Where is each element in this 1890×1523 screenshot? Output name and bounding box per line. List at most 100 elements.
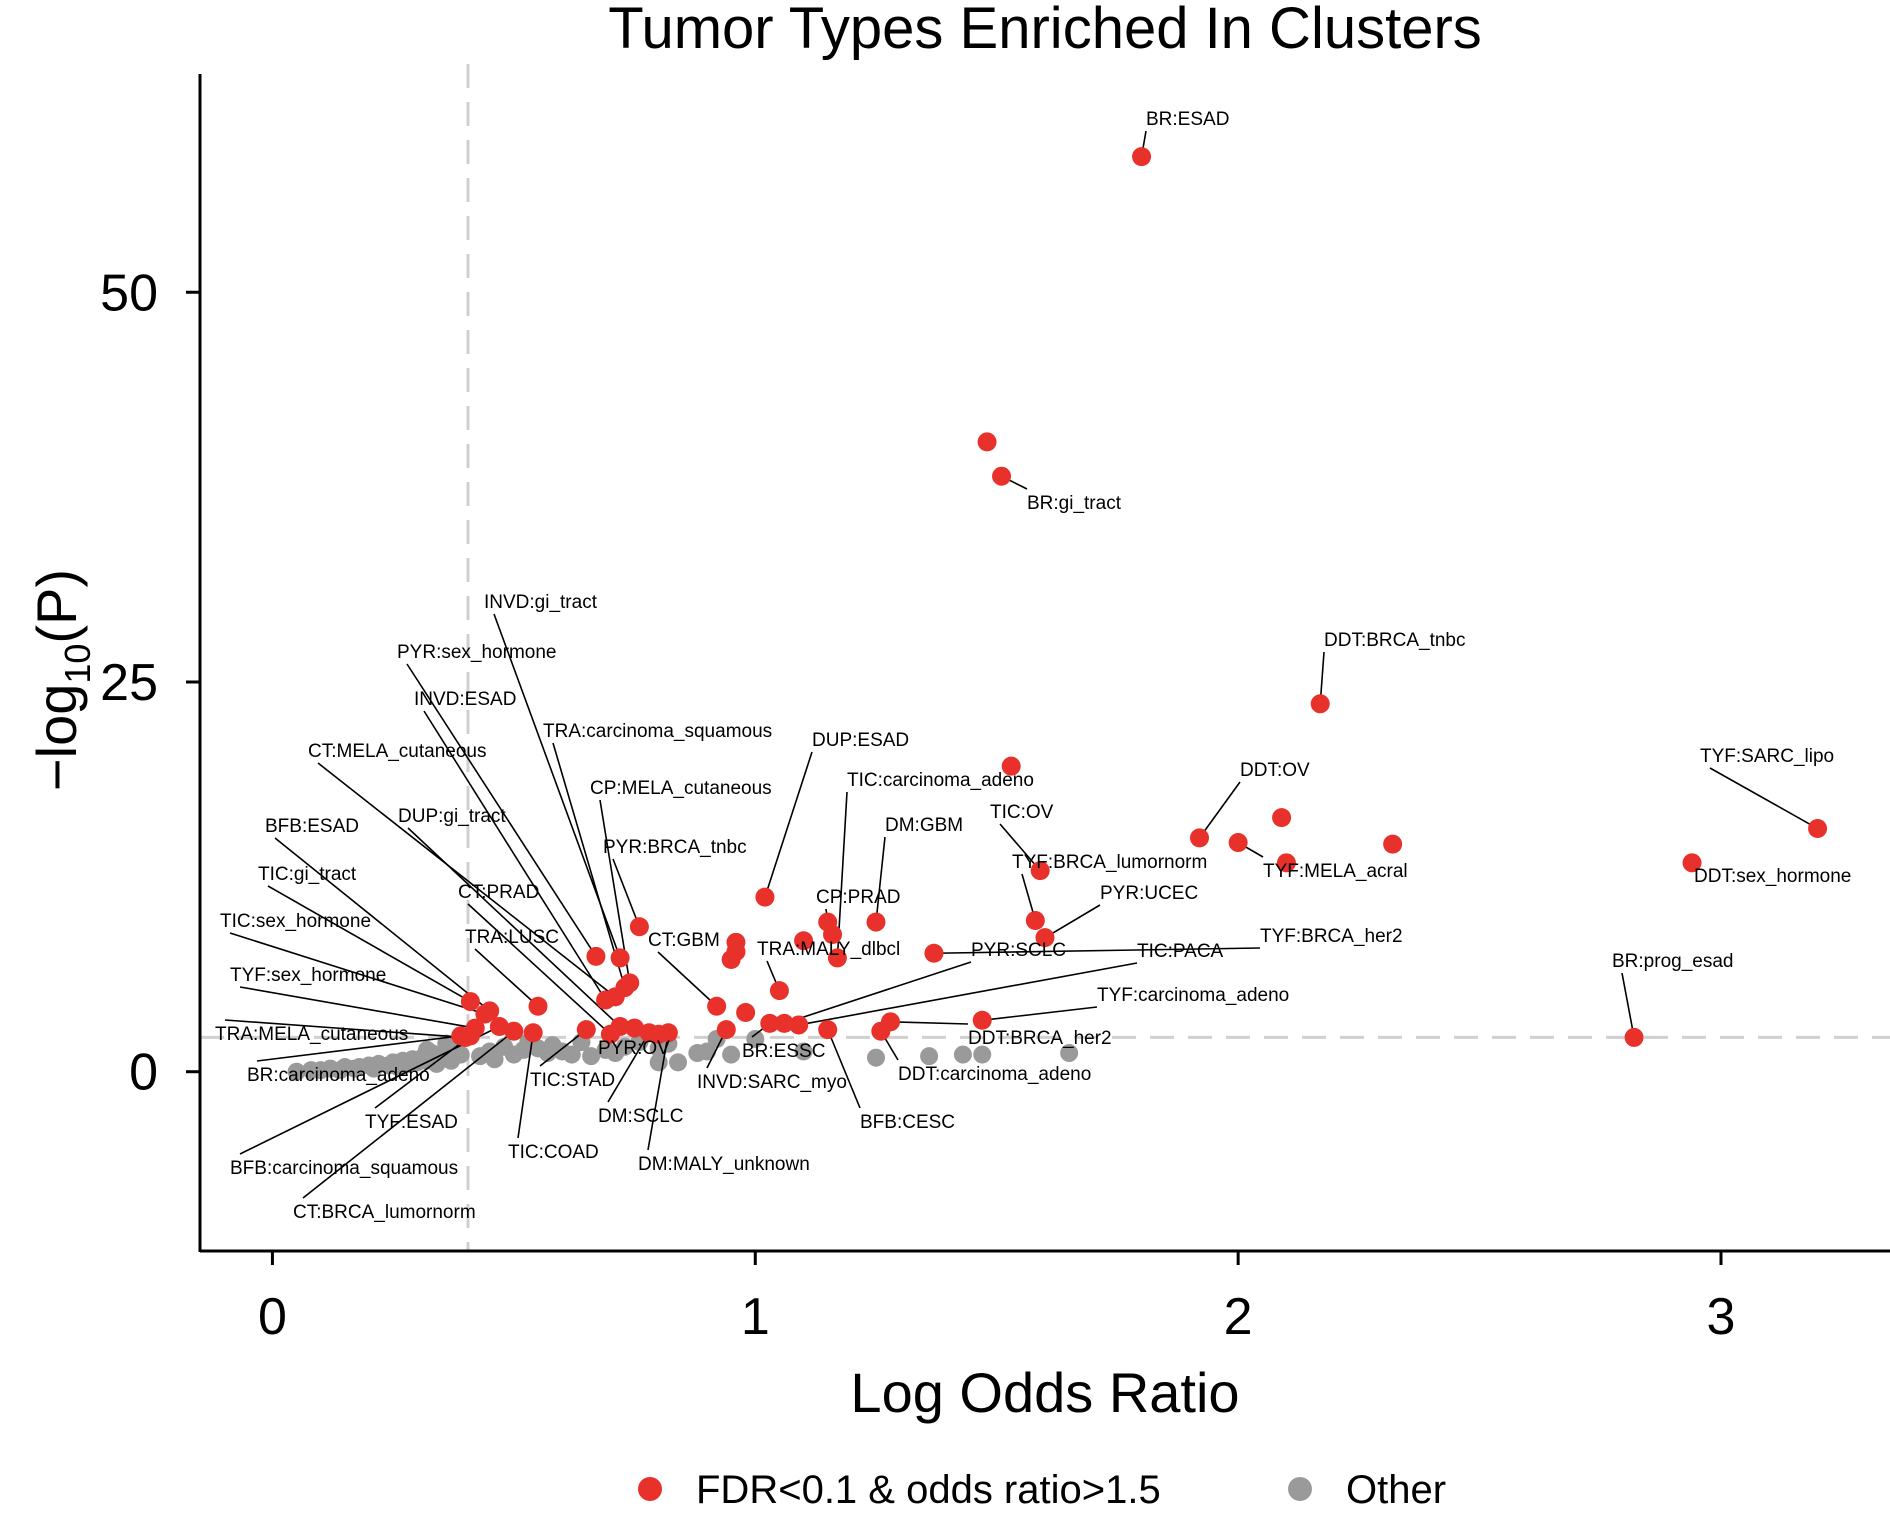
point-label: BR:carcinoma_adeno [247, 1065, 430, 1086]
point-label: DM:MALY_unknown [638, 1154, 810, 1175]
other-point [562, 1045, 581, 1064]
leader-line [875, 836, 886, 923]
other-point [953, 1045, 972, 1064]
other-point [1060, 1044, 1079, 1063]
leader-line [657, 951, 718, 1007]
significant-point [625, 1018, 645, 1038]
point-label: BR:ESAD [1146, 109, 1229, 130]
point-label: BFB:carcinoma_squamous [230, 1158, 458, 1179]
point-label: TIC:PACA [1137, 941, 1224, 962]
significant-point [760, 1013, 780, 1033]
significant-point [818, 1020, 838, 1040]
leader-line [274, 837, 491, 1012]
significant-point [1035, 928, 1055, 948]
significant-point [460, 992, 480, 1012]
significant-point [600, 1024, 620, 1044]
significant-point [1030, 861, 1050, 881]
point-label: TRA:carcinoma_squamous [543, 721, 772, 742]
leader-line [552, 742, 626, 988]
point-label: BFB:CESC [860, 1112, 955, 1133]
y-axis-title-tail: (P) [25, 569, 88, 644]
x-axis-title: Log Odds Ratio [850, 1361, 1239, 1424]
other-point [698, 1042, 716, 1061]
leader-line [764, 751, 813, 898]
significant-point [1383, 834, 1403, 854]
significant-points [451, 147, 1828, 1047]
other-point [582, 1047, 601, 1066]
significant-point [736, 1002, 756, 1022]
leader-line [423, 710, 607, 1001]
point-label: BFB:ESAD [265, 816, 359, 837]
other-point [746, 1029, 765, 1048]
point-label: DDT:BRCA_her2 [968, 1028, 1112, 1049]
leader-line [1709, 767, 1818, 830]
leader-line [517, 1032, 534, 1139]
significant-point [504, 1021, 524, 1041]
significant-point [1624, 1027, 1644, 1047]
significant-point [456, 1027, 476, 1047]
leader-line [607, 1032, 650, 1103]
leader-line [474, 948, 539, 1007]
significant-point [721, 949, 741, 969]
significant-point [605, 987, 625, 1007]
point-label: TIC:gi_tract [258, 864, 357, 885]
leader-line [224, 1019, 466, 1039]
leader-line [612, 858, 641, 928]
leader-line [239, 986, 476, 1029]
point-label: TYF:sex_hormone [230, 965, 386, 986]
legend-swatch-significant [638, 1477, 662, 1501]
significant-point [871, 1021, 891, 1041]
significant-point [1190, 828, 1210, 848]
significant-point [992, 466, 1012, 486]
point-label: TYF:BRCA_her2 [1260, 926, 1403, 947]
leader-line [302, 1030, 515, 1199]
significant-point [866, 912, 886, 932]
other-point [437, 1034, 456, 1053]
point-label: TIC:OV [990, 802, 1054, 823]
other-point [451, 1045, 470, 1064]
other-point [669, 1053, 688, 1072]
significant-point [1276, 853, 1296, 873]
point-label: TIC:carcinoma_adeno [847, 770, 1034, 791]
axes: 0 1 2 3 0 25 50 [100, 74, 1890, 1346]
leader-line [493, 613, 621, 959]
significant-point [1310, 694, 1330, 714]
point-label: TYF:carcinoma_adeno [1097, 985, 1289, 1006]
other-point [867, 1048, 885, 1067]
significant-point [924, 943, 944, 963]
other-point [417, 1040, 436, 1059]
x-ticks: 0 1 2 3 [258, 1251, 1735, 1346]
x-tick-label: 0 [258, 1288, 287, 1346]
significant-point [576, 1020, 596, 1040]
point-label: PYR:BRCA_tnbc [603, 837, 747, 858]
legend-label-other: Other [1346, 1468, 1446, 1512]
point-label: CT:GBM [648, 930, 720, 951]
point-label: CP:MELA_cutaneous [590, 778, 772, 799]
point-label: DUP:gi_tract [398, 806, 506, 827]
significant-point [523, 1023, 543, 1043]
significant-point [716, 1020, 736, 1040]
y-axis-title: −log10(P) [25, 569, 98, 791]
leader-line [1044, 904, 1101, 939]
point-label: BR:ESSC [742, 1041, 825, 1062]
leader-line [229, 932, 486, 1015]
point-label: PYR:SCLC [971, 940, 1066, 961]
significant-point [1272, 808, 1292, 828]
x-tick-label: 2 [1224, 1288, 1253, 1346]
point-label: CT:PRAD [458, 882, 539, 903]
significant-point [1228, 833, 1248, 853]
leader-line [267, 885, 471, 1003]
significant-point [774, 1013, 794, 1033]
leader-line [784, 961, 972, 1025]
leader-line [1198, 781, 1241, 839]
leader-line [933, 947, 1261, 955]
point-label: TRA:MALY_dlbcl [757, 939, 900, 960]
significant-point [629, 917, 649, 937]
leader-line [256, 1035, 461, 1062]
significant-point [586, 946, 606, 966]
point-label: TRA:LUSC [465, 927, 559, 948]
significant-point [1132, 147, 1152, 167]
significant-point [1001, 756, 1021, 776]
significant-point [1682, 853, 1702, 873]
y-tick-label: 50 [100, 264, 158, 322]
